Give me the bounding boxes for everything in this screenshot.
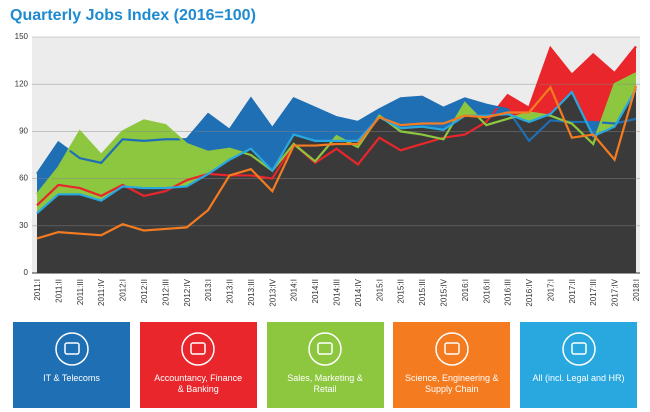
x-tick-label: 2012:II <box>140 279 149 303</box>
x-tick-label: 2016:IV <box>525 278 534 306</box>
x-tick-label: 2018:I <box>632 279 641 301</box>
y-tick-label: 0 <box>24 268 29 277</box>
line <box>36 45 637 207</box>
y-tick-label: 30 <box>19 221 28 230</box>
x-tick-label: 2014:II <box>311 279 320 303</box>
legend-label: All (incl. Legal and HR) <box>532 373 625 383</box>
chart-title: Quarterly Jobs Index (2016=100) <box>10 7 256 24</box>
legend-item: Accountancy, Finance & Banking <box>139 322 257 408</box>
icon-glyph <box>444 342 460 355</box>
legend-label: IT & Telecoms <box>43 373 100 383</box>
x-tick-label: 2017:III <box>589 279 598 306</box>
x-tick-label: 2013:I <box>204 279 213 301</box>
x-tick-label: 2014:IV <box>354 278 363 306</box>
line <box>36 88 637 215</box>
line <box>36 72 637 196</box>
icon-ring <box>308 332 342 366</box>
x-tick-label: 2015:III <box>418 279 427 306</box>
x-tick-label: 2011:III <box>76 279 85 305</box>
x-tick-label: 2016:III <box>504 279 513 306</box>
line <box>36 85 638 240</box>
x-tick-label: 2013:II <box>226 279 235 303</box>
x-tick-label: 2012:IV <box>183 278 192 306</box>
x-tick-label: 2017:IV <box>611 278 620 306</box>
x-tick-label: 2012:III <box>161 279 170 306</box>
y-tick-label: 60 <box>19 174 28 183</box>
legend-icon <box>181 332 215 366</box>
x-tick-label: 2011:IV <box>97 278 106 306</box>
x-tick-label: 2011:II <box>54 279 63 303</box>
y-tick-label: 90 <box>19 127 28 136</box>
icon-glyph <box>317 342 333 355</box>
x-tick-label: 2013:III <box>247 279 256 306</box>
x-tick-label: 2014:I <box>290 279 299 301</box>
x-tick-label: 2016:II <box>482 279 491 303</box>
legend-icon <box>54 332 89 366</box>
legend-label: Accountancy, Finance & Banking <box>154 373 243 394</box>
legend: IT & Telecoms Accountancy, Finance & Bank… <box>13 322 637 408</box>
x-tick-label: 2012:I <box>119 279 128 301</box>
x-tick-label: 2015:I <box>375 279 384 301</box>
legend-label: Sales, Marketing & Retail <box>287 373 363 394</box>
y-tick-label: 120 <box>15 79 29 88</box>
x-tick-label: 2017:I <box>546 279 555 301</box>
icon-ring <box>54 332 89 366</box>
chart: Quarterly Jobs Index (2016=100) 0 30 60 90 1… <box>10 7 641 306</box>
x-tick-label: 2016:I <box>461 279 470 301</box>
legend-item: Sales, Marketing & Retail <box>266 322 384 408</box>
icon-glyph <box>570 342 587 355</box>
icon-ring <box>181 332 215 366</box>
x-tick-label: 2014:III <box>333 279 342 306</box>
icon-glyph <box>63 342 80 355</box>
x-tick-label: 2011:I <box>33 279 42 301</box>
legend-item: Science, Engineering & Supply Chain <box>393 322 511 408</box>
legend-label: Science, Engineering & Supply Chain <box>404 373 499 394</box>
legend-icon <box>435 332 469 366</box>
icon-glyph <box>190 342 206 355</box>
legend-item: All (incl. Legal and HR) <box>520 322 637 408</box>
x-tick-label: 2015:II <box>397 279 406 303</box>
legend-icon <box>561 332 596 366</box>
line <box>36 95 637 175</box>
legend-icon <box>308 332 342 366</box>
legend-item: IT & Telecoms <box>13 322 130 408</box>
x-tick-label: 2013:IV <box>268 278 277 306</box>
y-tick-label: 150 <box>15 32 29 41</box>
icon-ring <box>561 332 596 366</box>
x-tick-label: 2017:II <box>568 279 577 303</box>
x-tick-label: 2015:IV <box>439 278 448 306</box>
icon-ring <box>435 332 469 366</box>
